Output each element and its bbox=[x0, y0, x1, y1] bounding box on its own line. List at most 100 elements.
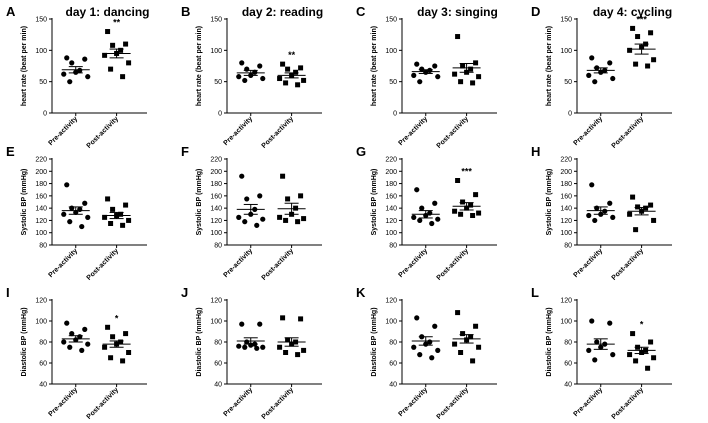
data-point-post bbox=[639, 208, 645, 214]
data-point-pre bbox=[242, 344, 248, 350]
data-point-post bbox=[108, 355, 114, 361]
data-point-pre bbox=[594, 205, 600, 211]
data-point-post bbox=[283, 350, 289, 355]
data-point-pre bbox=[419, 66, 425, 72]
y-tick-label: 80 bbox=[389, 243, 397, 250]
data-point-post bbox=[110, 334, 116, 340]
data-point-pre bbox=[419, 334, 425, 340]
panel-g: G 80 100 120 140 160 180 200 220 Systolic BP (mmH… bbox=[356, 144, 497, 282]
data-point-post bbox=[114, 341, 120, 347]
data-point-pre bbox=[414, 61, 420, 67]
x-tick-label: Post-activity bbox=[611, 386, 645, 420]
panel-letter: I bbox=[6, 285, 10, 300]
y-tick-label: 100 bbox=[35, 48, 47, 55]
y-tick-label: 100 bbox=[385, 319, 397, 326]
data-point-pre bbox=[79, 347, 85, 353]
data-point-pre bbox=[73, 69, 79, 75]
panel-letter: H bbox=[531, 144, 540, 159]
y-axis-label: heart rate (beat per min) bbox=[546, 26, 553, 106]
data-point-post bbox=[455, 34, 461, 40]
data-point-post bbox=[645, 63, 651, 69]
y-tick-label: 60 bbox=[39, 361, 47, 368]
x-tick-label: Pre-activity bbox=[573, 115, 605, 147]
data-point-post bbox=[460, 199, 466, 205]
x-tick-label: Post-activity bbox=[611, 247, 645, 281]
y-tick-label: 100 bbox=[385, 48, 397, 55]
data-point-pre bbox=[602, 341, 608, 347]
y-tick-label: 100 bbox=[385, 230, 397, 237]
x-tick-label: Pre-activity bbox=[48, 247, 80, 279]
data-point-pre bbox=[414, 187, 420, 193]
data-point-post bbox=[298, 316, 304, 322]
y-tick-label: 140 bbox=[560, 206, 572, 213]
data-point-post bbox=[627, 47, 633, 53]
x-tick-label: Post-activity bbox=[611, 115, 645, 149]
panel-i: I 40 60 80 100 120 Diastolic BP (mmHg) Pre-acti… bbox=[6, 285, 147, 421]
data-point-pre bbox=[610, 352, 616, 358]
x-tick-label: Pre-activity bbox=[398, 247, 430, 279]
data-point-pre bbox=[429, 355, 435, 361]
data-point-post bbox=[126, 350, 132, 355]
data-point-pre bbox=[592, 79, 598, 85]
data-point-pre bbox=[586, 347, 592, 353]
data-point-post bbox=[452, 208, 458, 214]
data-point-pre bbox=[244, 339, 250, 345]
data-point-post bbox=[280, 61, 286, 67]
data-point-post bbox=[277, 76, 283, 82]
data-point-pre bbox=[594, 339, 600, 345]
y-axis-label: Systolic BP (mmHg) bbox=[196, 169, 203, 236]
data-point-post bbox=[123, 331, 129, 337]
y-tick-label: 80 bbox=[564, 340, 572, 347]
data-point-pre bbox=[64, 320, 70, 326]
y-tick-label: 80 bbox=[564, 243, 572, 250]
data-point-pre bbox=[248, 211, 254, 217]
data-point-pre bbox=[419, 205, 425, 211]
data-point-post bbox=[635, 344, 641, 350]
y-tick-label: 40 bbox=[214, 382, 222, 389]
data-point-pre bbox=[429, 220, 435, 227]
data-point-pre bbox=[244, 66, 250, 72]
data-point-post bbox=[120, 74, 126, 80]
data-point-pre bbox=[598, 344, 604, 350]
data-point-post bbox=[630, 25, 636, 31]
data-point-pre bbox=[82, 326, 88, 332]
data-point-pre bbox=[257, 193, 263, 199]
data-point-post bbox=[105, 324, 111, 330]
data-point-pre bbox=[427, 339, 433, 345]
x-tick-label: Post-activity bbox=[261, 115, 295, 149]
y-tick-label: 220 bbox=[385, 157, 397, 164]
data-point-pre bbox=[242, 219, 248, 225]
data-point-post bbox=[648, 339, 654, 345]
data-point-post bbox=[464, 337, 470, 343]
data-point-post bbox=[118, 211, 124, 217]
data-point-pre bbox=[598, 69, 604, 75]
panel-letter: C bbox=[356, 4, 366, 19]
data-point-post bbox=[460, 331, 466, 337]
data-point-post bbox=[118, 339, 124, 345]
data-point-pre bbox=[236, 214, 242, 220]
significance-marker: ** bbox=[288, 50, 296, 60]
data-point-pre bbox=[594, 65, 600, 71]
data-point-pre bbox=[260, 216, 266, 222]
data-point-post bbox=[464, 205, 470, 211]
data-point-pre bbox=[423, 341, 429, 347]
data-point-post bbox=[114, 213, 120, 219]
data-point-pre bbox=[79, 223, 85, 230]
x-tick-label: Post-activity bbox=[261, 247, 295, 281]
data-point-post bbox=[118, 47, 124, 53]
data-point-pre bbox=[67, 79, 73, 85]
y-tick-label: 40 bbox=[39, 382, 47, 389]
data-point-post bbox=[293, 339, 299, 345]
x-tick-label: Pre-activity bbox=[223, 247, 255, 279]
y-tick-label: 100 bbox=[560, 319, 572, 326]
data-point-post bbox=[105, 29, 111, 35]
data-point-post bbox=[301, 347, 307, 353]
x-tick-label: Post-activity bbox=[86, 115, 120, 149]
data-point-pre bbox=[67, 344, 73, 350]
y-tick-label: 40 bbox=[389, 382, 397, 389]
y-tick-label: 80 bbox=[39, 243, 47, 250]
data-point-post bbox=[455, 310, 461, 316]
y-tick-label: 0 bbox=[43, 111, 47, 118]
